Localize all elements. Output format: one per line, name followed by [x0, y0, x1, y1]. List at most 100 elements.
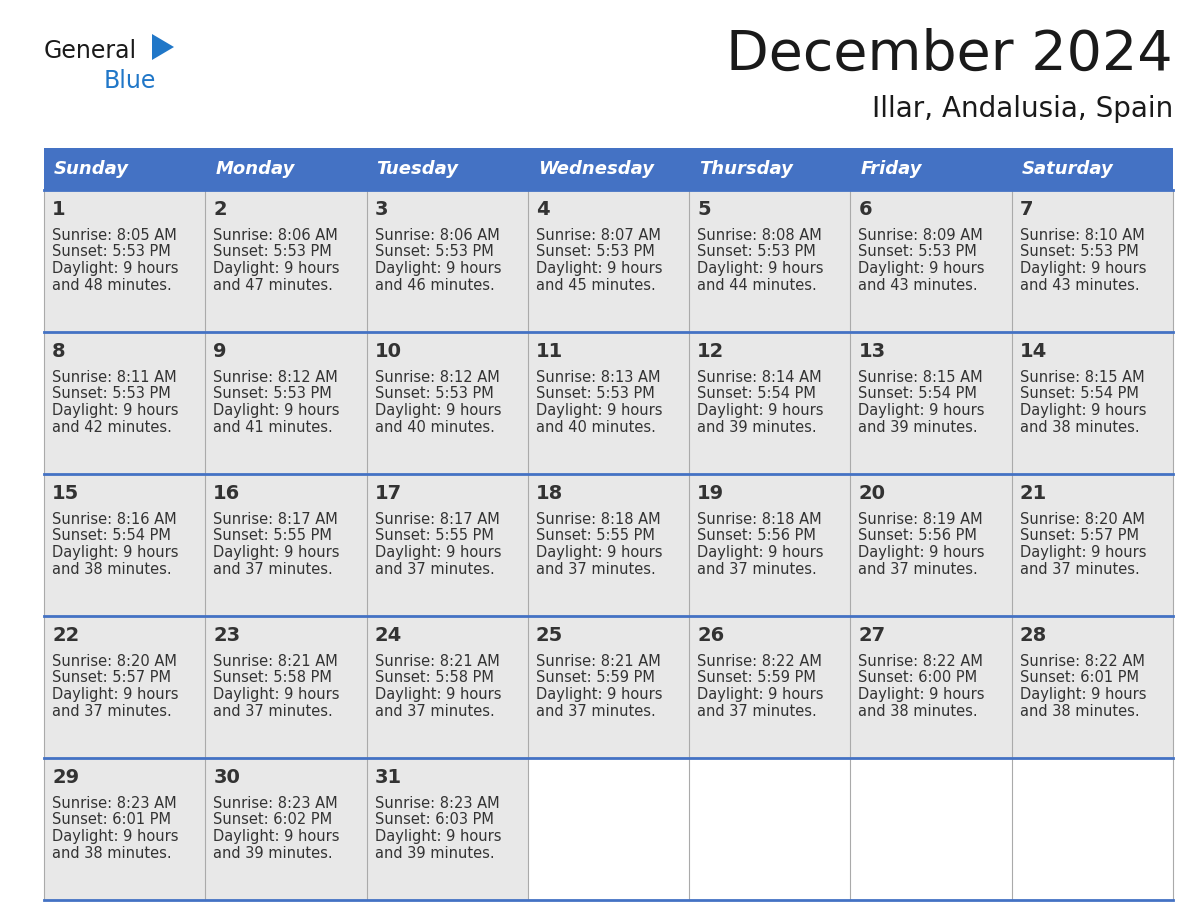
Text: Daylight: 9 hours: Daylight: 9 hours: [859, 403, 985, 418]
Text: Sunrise: 8:06 AM: Sunrise: 8:06 AM: [214, 228, 339, 243]
Text: 15: 15: [52, 484, 80, 503]
Text: Daylight: 9 hours: Daylight: 9 hours: [697, 545, 823, 560]
Text: Sunrise: 8:05 AM: Sunrise: 8:05 AM: [52, 228, 177, 243]
Text: Daylight: 9 hours: Daylight: 9 hours: [374, 829, 501, 844]
Text: Daylight: 9 hours: Daylight: 9 hours: [374, 545, 501, 560]
Text: 11: 11: [536, 342, 563, 361]
Text: Sunrise: 8:21 AM: Sunrise: 8:21 AM: [536, 654, 661, 669]
Text: and 48 minutes.: and 48 minutes.: [52, 277, 172, 293]
Text: 28: 28: [1019, 626, 1047, 645]
Text: Daylight: 9 hours: Daylight: 9 hours: [214, 687, 340, 702]
Text: Sunset: 5:54 PM: Sunset: 5:54 PM: [52, 529, 171, 543]
Text: and 37 minutes.: and 37 minutes.: [1019, 562, 1139, 577]
Text: Monday: Monday: [215, 160, 295, 178]
Text: Daylight: 9 hours: Daylight: 9 hours: [859, 687, 985, 702]
Text: 5: 5: [697, 200, 710, 219]
Text: and 38 minutes.: and 38 minutes.: [1019, 703, 1139, 719]
Bar: [44, 190, 1173, 332]
Text: and 37 minutes.: and 37 minutes.: [214, 703, 333, 719]
Bar: [851, 758, 1012, 900]
Bar: [44, 474, 1173, 616]
Text: 20: 20: [859, 484, 885, 503]
Text: and 38 minutes.: and 38 minutes.: [1019, 420, 1139, 434]
Text: Sunset: 5:53 PM: Sunset: 5:53 PM: [374, 244, 493, 260]
Text: Illar, Andalusia, Spain: Illar, Andalusia, Spain: [872, 95, 1173, 123]
Text: Daylight: 9 hours: Daylight: 9 hours: [214, 829, 340, 844]
Text: Daylight: 9 hours: Daylight: 9 hours: [859, 261, 985, 276]
Text: Sunrise: 8:20 AM: Sunrise: 8:20 AM: [52, 654, 177, 669]
Text: Sunrise: 8:08 AM: Sunrise: 8:08 AM: [697, 228, 822, 243]
Text: and 37 minutes.: and 37 minutes.: [697, 562, 817, 577]
Text: Sunset: 5:54 PM: Sunset: 5:54 PM: [697, 386, 816, 401]
Text: 30: 30: [214, 768, 240, 787]
Text: 23: 23: [214, 626, 240, 645]
Text: and 37 minutes.: and 37 minutes.: [52, 703, 172, 719]
Text: Blue: Blue: [105, 69, 157, 93]
Text: Sunrise: 8:18 AM: Sunrise: 8:18 AM: [697, 512, 822, 527]
Text: Daylight: 9 hours: Daylight: 9 hours: [536, 545, 663, 560]
Text: 2: 2: [214, 200, 227, 219]
Text: Sunrise: 8:21 AM: Sunrise: 8:21 AM: [374, 654, 499, 669]
Text: Sunset: 5:54 PM: Sunset: 5:54 PM: [859, 386, 978, 401]
Text: 4: 4: [536, 200, 550, 219]
Text: 14: 14: [1019, 342, 1047, 361]
Text: and 40 minutes.: and 40 minutes.: [536, 420, 656, 434]
Text: Daylight: 9 hours: Daylight: 9 hours: [859, 545, 985, 560]
Text: Sunrise: 8:22 AM: Sunrise: 8:22 AM: [859, 654, 984, 669]
Text: 8: 8: [52, 342, 65, 361]
Text: Sunset: 5:58 PM: Sunset: 5:58 PM: [214, 670, 333, 686]
Text: Sunrise: 8:06 AM: Sunrise: 8:06 AM: [374, 228, 499, 243]
Text: Daylight: 9 hours: Daylight: 9 hours: [374, 403, 501, 418]
Text: Daylight: 9 hours: Daylight: 9 hours: [536, 261, 663, 276]
Text: and 38 minutes.: and 38 minutes.: [859, 703, 978, 719]
Text: Sunday: Sunday: [53, 160, 129, 178]
Text: Daylight: 9 hours: Daylight: 9 hours: [214, 261, 340, 276]
Text: and 39 minutes.: and 39 minutes.: [859, 420, 978, 434]
Text: and 40 minutes.: and 40 minutes.: [374, 420, 494, 434]
Text: Sunset: 5:53 PM: Sunset: 5:53 PM: [52, 386, 171, 401]
Text: Sunrise: 8:23 AM: Sunrise: 8:23 AM: [374, 796, 499, 811]
Text: Sunset: 5:57 PM: Sunset: 5:57 PM: [1019, 529, 1139, 543]
Text: Daylight: 9 hours: Daylight: 9 hours: [52, 545, 178, 560]
Text: 3: 3: [374, 200, 388, 219]
Text: and 37 minutes.: and 37 minutes.: [859, 562, 978, 577]
Text: 7: 7: [1019, 200, 1034, 219]
Text: Sunset: 5:57 PM: Sunset: 5:57 PM: [52, 670, 171, 686]
Text: and 39 minutes.: and 39 minutes.: [697, 420, 817, 434]
Text: Sunrise: 8:20 AM: Sunrise: 8:20 AM: [1019, 512, 1144, 527]
Text: 12: 12: [697, 342, 725, 361]
Text: Sunset: 5:55 PM: Sunset: 5:55 PM: [536, 529, 655, 543]
Text: Daylight: 9 hours: Daylight: 9 hours: [536, 687, 663, 702]
Bar: [1012, 758, 1173, 900]
Text: Sunset: 5:53 PM: Sunset: 5:53 PM: [536, 386, 655, 401]
Bar: [44, 148, 1173, 190]
Text: Sunset: 5:53 PM: Sunset: 5:53 PM: [859, 244, 978, 260]
Text: and 41 minutes.: and 41 minutes.: [214, 420, 333, 434]
Bar: [44, 616, 1173, 758]
Text: and 44 minutes.: and 44 minutes.: [697, 277, 817, 293]
Text: Sunset: 5:55 PM: Sunset: 5:55 PM: [214, 529, 333, 543]
Text: 25: 25: [536, 626, 563, 645]
Text: and 43 minutes.: and 43 minutes.: [1019, 277, 1139, 293]
Text: Sunset: 5:56 PM: Sunset: 5:56 PM: [697, 529, 816, 543]
Polygon shape: [152, 34, 173, 60]
Text: Sunset: 6:00 PM: Sunset: 6:00 PM: [859, 670, 978, 686]
Bar: [44, 332, 1173, 474]
Text: Sunset: 6:01 PM: Sunset: 6:01 PM: [52, 812, 171, 827]
Text: 29: 29: [52, 768, 80, 787]
Text: Sunrise: 8:07 AM: Sunrise: 8:07 AM: [536, 228, 661, 243]
Text: and 37 minutes.: and 37 minutes.: [697, 703, 817, 719]
Text: and 38 minutes.: and 38 minutes.: [52, 562, 171, 577]
Text: Sunset: 5:59 PM: Sunset: 5:59 PM: [697, 670, 816, 686]
Text: Sunrise: 8:21 AM: Sunrise: 8:21 AM: [214, 654, 339, 669]
Text: Sunrise: 8:17 AM: Sunrise: 8:17 AM: [374, 512, 499, 527]
Text: Daylight: 9 hours: Daylight: 9 hours: [52, 261, 178, 276]
Text: General: General: [44, 39, 137, 63]
Text: Sunrise: 8:17 AM: Sunrise: 8:17 AM: [214, 512, 339, 527]
Text: Sunrise: 8:23 AM: Sunrise: 8:23 AM: [52, 796, 177, 811]
Text: Sunrise: 8:10 AM: Sunrise: 8:10 AM: [1019, 228, 1144, 243]
Text: Saturday: Saturday: [1022, 160, 1113, 178]
Text: and 37 minutes.: and 37 minutes.: [536, 703, 656, 719]
Text: Sunrise: 8:11 AM: Sunrise: 8:11 AM: [52, 370, 177, 385]
Text: 17: 17: [374, 484, 402, 503]
